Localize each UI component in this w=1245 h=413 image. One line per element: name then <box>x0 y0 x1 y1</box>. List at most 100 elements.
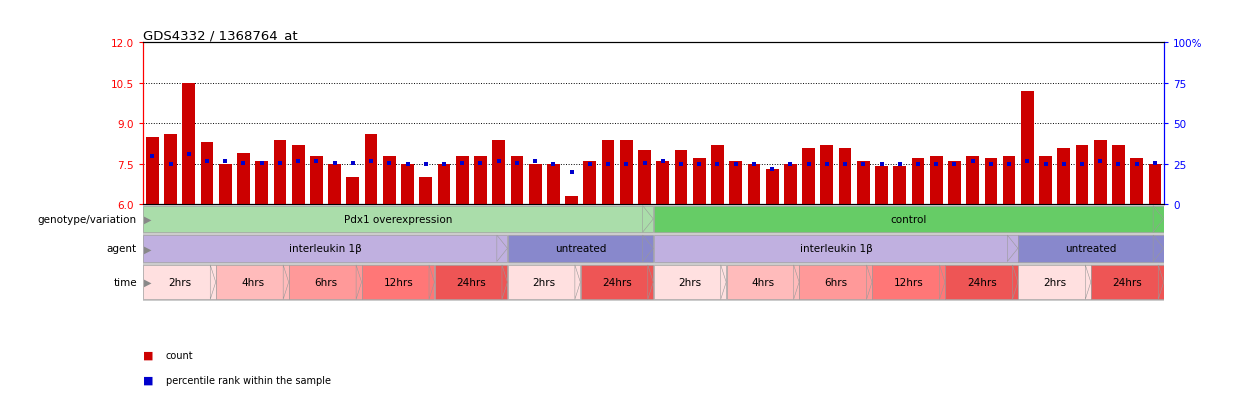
Text: 24hrs: 24hrs <box>967 278 997 287</box>
Text: ■: ■ <box>143 350 153 360</box>
Bar <box>875 167 888 205</box>
Bar <box>362 265 435 299</box>
Polygon shape <box>1153 235 1164 262</box>
Text: 24hrs: 24hrs <box>1113 278 1143 287</box>
Bar <box>1018 235 1164 262</box>
Bar <box>255 161 268 205</box>
Polygon shape <box>1007 235 1018 262</box>
Bar <box>329 164 341 205</box>
Text: ▶: ▶ <box>144 278 152 287</box>
Bar <box>143 235 508 262</box>
Bar <box>437 164 451 205</box>
Text: 4hrs: 4hrs <box>242 278 264 287</box>
Bar <box>639 151 651 205</box>
Bar <box>237 154 250 205</box>
Polygon shape <box>356 265 361 299</box>
Bar <box>947 161 961 205</box>
Text: count: count <box>166 350 193 360</box>
Polygon shape <box>210 265 215 299</box>
Text: 24hrs: 24hrs <box>603 278 632 287</box>
Bar <box>985 159 997 205</box>
Polygon shape <box>283 265 289 299</box>
Bar <box>820 145 833 205</box>
Bar <box>711 145 723 205</box>
Polygon shape <box>1012 265 1018 299</box>
Text: ▶: ▶ <box>144 244 152 254</box>
Bar <box>654 265 726 299</box>
Polygon shape <box>502 265 508 299</box>
Polygon shape <box>642 235 654 262</box>
Bar <box>143 206 654 233</box>
Text: 12hrs: 12hrs <box>894 278 924 287</box>
Text: untreated: untreated <box>555 244 606 254</box>
Polygon shape <box>575 265 580 299</box>
Bar <box>747 164 761 205</box>
Bar <box>420 178 432 205</box>
Bar <box>200 143 213 205</box>
Bar <box>565 197 578 205</box>
Polygon shape <box>1086 265 1091 299</box>
Bar <box>580 265 654 299</box>
Bar <box>274 140 286 205</box>
Text: interleukin 1β: interleukin 1β <box>799 244 873 254</box>
Text: 4hrs: 4hrs <box>752 278 774 287</box>
Bar <box>310 156 322 205</box>
Bar <box>401 164 413 205</box>
Bar <box>620 140 632 205</box>
Bar <box>291 145 305 205</box>
Polygon shape <box>793 265 799 299</box>
Text: 2hrs: 2hrs <box>679 278 702 287</box>
Bar <box>1094 140 1107 205</box>
Bar <box>601 140 615 205</box>
Bar <box>146 138 158 205</box>
Bar <box>1091 265 1164 299</box>
Bar <box>289 265 361 299</box>
Text: interleukin 1β: interleukin 1β <box>289 244 362 254</box>
Text: agent: agent <box>107 244 137 254</box>
Bar <box>365 135 377 205</box>
Bar <box>727 265 799 299</box>
Polygon shape <box>867 265 872 299</box>
Bar <box>654 235 1018 262</box>
Polygon shape <box>647 265 654 299</box>
Bar <box>930 156 942 205</box>
Bar <box>1112 145 1125 205</box>
Bar <box>730 161 742 205</box>
Bar <box>802 148 815 205</box>
Bar <box>508 235 654 262</box>
Bar <box>1021 92 1033 205</box>
Bar <box>1076 145 1088 205</box>
Bar <box>219 164 232 205</box>
Bar <box>456 156 468 205</box>
Bar <box>966 156 979 205</box>
Bar <box>857 161 870 205</box>
Bar <box>508 265 580 299</box>
Bar <box>164 135 177 205</box>
Bar <box>784 164 797 205</box>
Text: 2hrs: 2hrs <box>1043 278 1066 287</box>
Text: time: time <box>113 278 137 287</box>
Polygon shape <box>642 206 654 233</box>
Bar <box>945 265 1018 299</box>
Bar <box>383 156 396 205</box>
Polygon shape <box>1153 206 1164 233</box>
Text: 24hrs: 24hrs <box>457 278 487 287</box>
Text: 2hrs: 2hrs <box>168 278 192 287</box>
Text: Pdx1 overexpression: Pdx1 overexpression <box>344 214 453 224</box>
Text: ▶: ▶ <box>144 214 152 224</box>
Bar <box>894 167 906 205</box>
Bar <box>143 265 215 299</box>
Bar <box>1018 265 1091 299</box>
Polygon shape <box>1158 265 1164 299</box>
Bar <box>692 159 706 205</box>
Bar <box>510 156 523 205</box>
Bar <box>911 159 924 205</box>
Bar <box>584 161 596 205</box>
Bar <box>1002 156 1016 205</box>
Bar <box>766 170 778 205</box>
Bar <box>1130 159 1143 205</box>
Bar <box>1040 156 1052 205</box>
Bar <box>675 151 687 205</box>
Text: untreated: untreated <box>1066 244 1117 254</box>
Bar <box>873 265 945 299</box>
